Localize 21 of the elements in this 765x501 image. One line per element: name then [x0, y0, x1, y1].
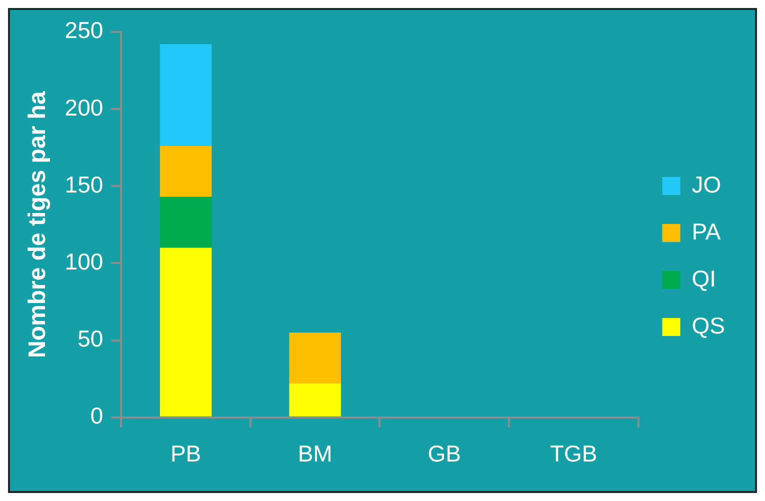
- bar: [289, 383, 341, 416]
- bar: [160, 196, 212, 248]
- y-tick-label: 200: [64, 94, 104, 120]
- legend-label: QS: [692, 312, 726, 338]
- legend-label: JO: [692, 171, 722, 198]
- x-tick-label: TGB: [550, 440, 598, 467]
- y-tick-label: 250: [64, 17, 104, 44]
- legend-label: PA: [692, 218, 722, 244]
- x-tick-label: PB: [170, 440, 202, 467]
- bar: [160, 146, 212, 197]
- bar: [160, 248, 212, 416]
- y-axis-title: Nombre de tiges par ha: [24, 90, 52, 358]
- x-tick-label: GB: [428, 440, 461, 467]
- y-tick-label: 50: [78, 326, 104, 352]
- y-tick-label: 150: [64, 171, 104, 198]
- bar: [289, 332, 341, 384]
- y-tick-label: 0: [90, 402, 104, 429]
- bar: [160, 44, 212, 146]
- y-tick-label: 100: [64, 248, 104, 275]
- x-tick-label: BM: [298, 440, 332, 467]
- legend-label: QI: [692, 265, 716, 292]
